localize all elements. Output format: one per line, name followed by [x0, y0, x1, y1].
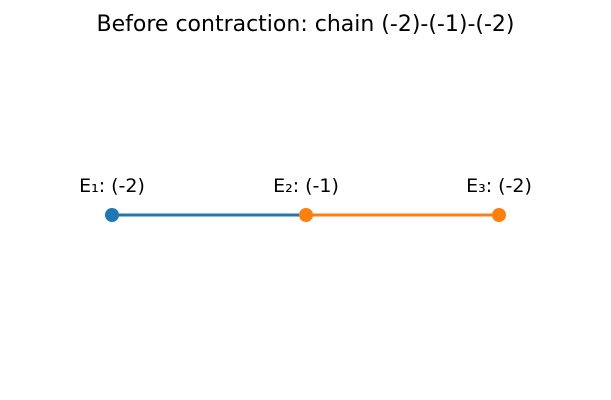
node-label-e1: E₁: (-2): [79, 175, 145, 197]
node-label-e3: E₃: (-2): [466, 175, 532, 197]
node-e3: [492, 208, 506, 222]
node-e1: [105, 208, 119, 222]
nodes-layer: [105, 208, 506, 222]
node-label-e2: E₂: (-1): [273, 175, 339, 197]
diagram-title: Before contraction: chain (-2)-(-1)-(-2): [96, 12, 515, 37]
node-e2: [299, 208, 313, 222]
labels-layer: E₁: (-2) E₂: (-1) E₃: (-2): [79, 175, 532, 197]
